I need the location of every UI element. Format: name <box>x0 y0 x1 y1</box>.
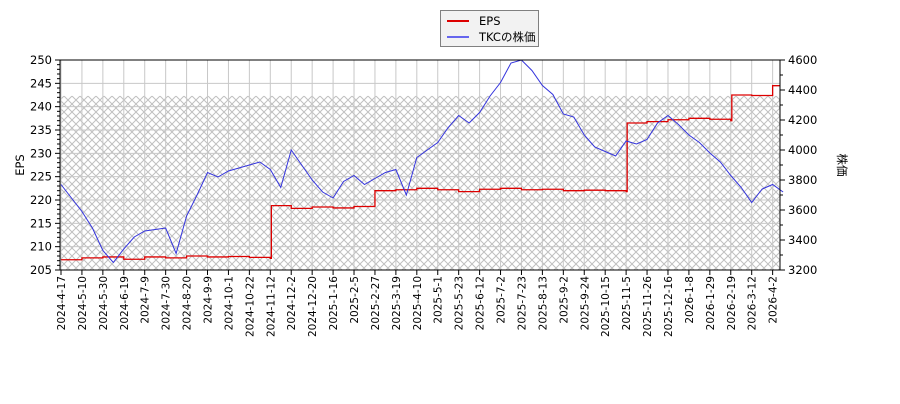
x-tick-label: 2025-7-23 <box>516 276 528 330</box>
x-tick-label: 2025-7-2 <box>496 276 508 324</box>
right-tick-label: 4600 <box>788 53 817 67</box>
x-tick-label: 2025-11-5 <box>621 276 633 330</box>
legend-item-eps: EPS <box>447 14 501 28</box>
x-tick-label: 2025-2-27 <box>370 276 382 330</box>
left-tick-label: 240 <box>30 100 52 114</box>
x-tick-label: 2024-10-22 <box>244 276 256 337</box>
right-tick-label: 3200 <box>788 263 817 277</box>
legend-label-price: TKCの株価 <box>479 30 536 44</box>
x-tick-label: 2026-2-19 <box>726 276 738 330</box>
x-tick-label: 2025-3-19 <box>391 276 403 330</box>
x-tick-label: 2024-6-19 <box>119 276 131 330</box>
left-tick-label: 245 <box>30 76 52 90</box>
x-tick-label: 2024-12-20 <box>307 276 319 337</box>
left-tick-label: 225 <box>30 170 52 184</box>
x-tick-label: 2024-10-1 <box>223 276 235 330</box>
left-tick-label: 235 <box>30 123 52 137</box>
x-tick-label: 2024-5-10 <box>77 276 89 330</box>
x-tick-label: 2025-9-24 <box>579 276 591 331</box>
x-tick-label: 2026-4-2 <box>768 276 780 324</box>
left-tick-label: 210 <box>30 240 52 254</box>
x-tick-label: 2026-1-29 <box>705 276 717 330</box>
right-tick-label: 4200 <box>788 113 817 127</box>
x-tick-label: 2025-5-23 <box>454 276 466 330</box>
left-tick-label: 230 <box>30 146 52 160</box>
right-tick-label: 3400 <box>788 233 817 247</box>
x-tick-label: 2024-7-9 <box>140 276 152 324</box>
left-axis-label: EPS <box>13 154 27 176</box>
x-tick-label: 2025-2-5 <box>349 276 361 324</box>
right-tick-label: 4000 <box>788 143 817 157</box>
series-layer <box>60 59 784 264</box>
x-tick-label: 2025-4-10 <box>412 276 424 330</box>
legend-label-eps: EPS <box>479 14 501 28</box>
right-tick-label: 3600 <box>788 203 817 217</box>
x-tick-label: 2024-4-17 <box>56 276 68 330</box>
x-tick-label: 2024-5-30 <box>98 276 110 330</box>
eps-line-swatch-icon <box>447 20 469 22</box>
x-tick-label: 2026-1-8 <box>684 276 696 324</box>
right-tick-label: 4400 <box>788 83 817 97</box>
left-tick-label: 215 <box>30 216 52 230</box>
x-tick-label: 2025-5-1 <box>433 276 445 324</box>
legend-item-price: TKCの株価 <box>447 30 535 44</box>
plot-area <box>60 60 780 270</box>
left-tick-label: 220 <box>30 193 52 207</box>
left-tick-label: 205 <box>30 263 52 277</box>
x-tick-label: 2025-8-13 <box>537 276 549 330</box>
right-tick-label: 3800 <box>788 173 817 187</box>
x-tick-label: 2025-10-15 <box>600 276 612 337</box>
eps-line <box>61 85 780 261</box>
x-tick-label: 2024-12-2 <box>286 276 298 330</box>
x-tick-label: 2024-9-9 <box>203 276 215 324</box>
x-tick-label: 2025-11-26 <box>642 276 654 337</box>
right-axis-label: 株価 <box>835 154 849 177</box>
x-tick-label: 2025-1-16 <box>328 276 340 331</box>
x-tick-label: 2025-9-2 <box>558 276 570 324</box>
x-tick-label: 2024-11-12 <box>265 276 277 337</box>
x-tick-label: 2025-12-16 <box>663 276 675 337</box>
price-line <box>60 59 784 264</box>
legend: EPS TKCの株価 <box>440 10 539 47</box>
price-line-swatch-icon <box>447 36 469 38</box>
axes: 205 210 215 220 225 230 235 240 245 250 EPS 3200 340… <box>13 53 849 337</box>
x-tick-label: 2024-8-20 <box>182 276 194 330</box>
x-tick-label: 2025-6-12 <box>475 276 487 330</box>
x-tick-label: 2026-3-12 <box>747 276 759 330</box>
x-tick-label: 2024-7-30 <box>161 276 173 330</box>
left-tick-label: 250 <box>30 53 52 67</box>
hatched-band <box>60 95 780 270</box>
